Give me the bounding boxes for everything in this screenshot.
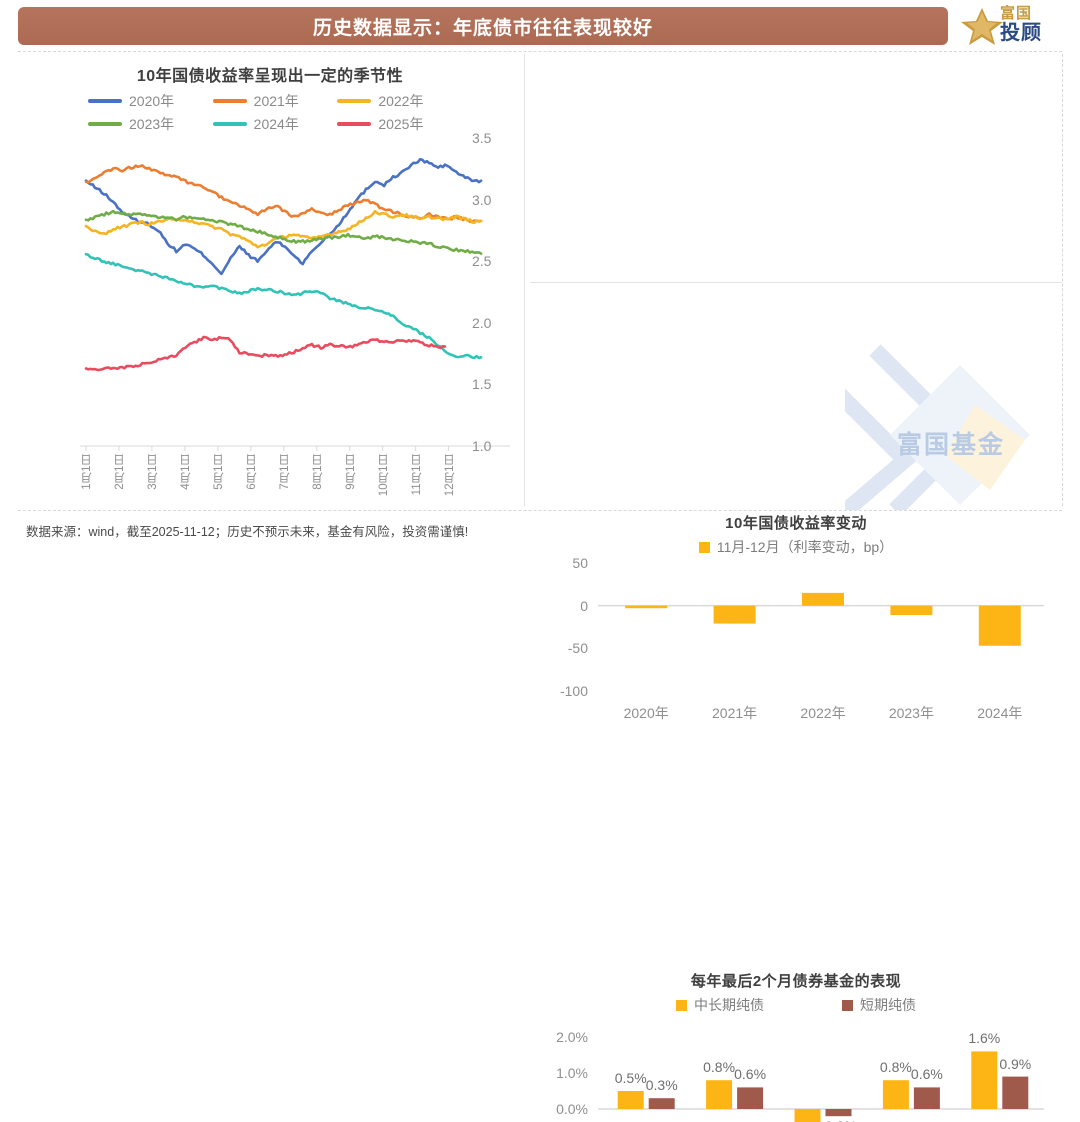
- right-dashed-divider: [1062, 54, 1063, 506]
- bond-fund-value-label: 0.3%: [645, 1077, 678, 1094]
- legend-item-short-bond[interactable]: 短期纯债: [842, 995, 916, 1015]
- legend-label: 2025年: [378, 116, 424, 132]
- legend-swatch: [212, 122, 247, 126]
- yield-change-y-tick: 0: [580, 597, 588, 614]
- legend-label: 2021年: [253, 93, 299, 109]
- legend-swatch: [842, 999, 853, 1011]
- legend-item-2021[interactable]: 2021年: [212, 91, 338, 111]
- header-banner: 历史数据显示：年底债市往往表现较好: [18, 7, 948, 45]
- bond-fund-value-label: 0.5%: [614, 1070, 647, 1086]
- yield-change-x-tick: 2024年: [977, 705, 1023, 721]
- line-chart-x-tick: 11月1日: [410, 454, 423, 496]
- line-chart-y-tick: 3.0: [472, 191, 492, 208]
- bond-fund-value-label: 0.8%: [879, 1059, 912, 1076]
- legend-line-chart: 2020年 2021年 2022年 2023年 2024年 2025年: [18, 86, 522, 134]
- legend-label: 短期纯债: [860, 997, 916, 1013]
- header-divider: [18, 51, 1062, 52]
- bond-fund-value-label: 0.9%: [999, 1055, 1032, 1072]
- brand-logo: 富国 投顾: [960, 3, 1072, 49]
- bond-fund-y-tick: 1.0%: [556, 1065, 588, 1081]
- bond-fund-value-label: 0.8%: [703, 1059, 736, 1076]
- line-chart-y-tick: 1.0: [472, 438, 492, 454]
- bond-fund-value-label: 1.6%: [968, 1030, 1001, 1047]
- line-chart-x-tick: 10月1日: [377, 454, 390, 497]
- logo-top-text: 富国: [1000, 5, 1033, 22]
- watermark-text: 富国基金: [897, 431, 1006, 459]
- chart-title-yield-change: 10年国债收益率变动: [725, 515, 867, 532]
- bond-fund-y-tick: 0.0%: [556, 1101, 588, 1117]
- line-chart-plot: [80, 157, 510, 451]
- panel-yield-seasonality: 10年国债收益率呈现出一定的季节性 2020年 2021年 2022年 2023…: [18, 54, 522, 506]
- bond-fund-plot-area: 2.0%1.0%0.0%-1.0%0.5%0.3%2020年0.8%0.6%20…: [530, 1015, 1062, 1122]
- line-chart-x-tick: 1月1日: [81, 454, 93, 490]
- legend-item-2024[interactable]: 2024年: [212, 114, 338, 134]
- legend-item-2020[interactable]: 2020年: [88, 91, 213, 111]
- yield-change-x-tick: 2023年: [888, 705, 934, 721]
- legend-label: 2024年: [253, 116, 299, 132]
- legend-yield-change: 11月-12月（利率变动，bp）: [530, 537, 1062, 557]
- line-chart-x-tick: 6月1日: [245, 454, 258, 490]
- legend-swatch: [337, 99, 372, 103]
- line-chart-x-tick: 2月1日: [113, 454, 126, 490]
- panel-bond-fund-performance: 每年最后2个月债券基金的表现 中长期纯债 短期纯债 2.0%1.0%0.0%-1…: [530, 964, 1062, 1122]
- line-chart-y-tick: 2.5: [472, 253, 492, 270]
- line-chart: 1.0 1.5 2.0 2.5 3.0 3.5 1月1日 2月1日 3月1日 4月1日 5月1日 6…: [18, 130, 522, 524]
- watermark: 富国基金: [809, 330, 1075, 527]
- legend-swatch: [88, 122, 122, 126]
- legend-label: 2023年: [129, 116, 175, 132]
- yield-change-y-tick: -100: [559, 683, 588, 699]
- line-chart-x-tick: 12月1日: [443, 454, 456, 497]
- bond-fund-value-label: -0.2%: [820, 1118, 857, 1122]
- line-chart-y-tick: 3.5: [472, 130, 492, 146]
- watermark-shape: [809, 344, 1030, 527]
- yield-change-plot-area: 50 0 -50 -100 2020年 2021年 2022年 2023年 2024年: [530, 555, 1062, 727]
- chart-title-bond-fund: 每年最后2个月债券基金的表现: [690, 973, 902, 990]
- legend-swatch: [212, 99, 247, 103]
- legend-label: 11月-12月（利率变动，bp）: [716, 539, 894, 555]
- line-chart-x-tick: 8月1日: [311, 454, 324, 490]
- panel-yield-change: 10年国债收益率变动 11月-12月（利率变动，bp） 50 0 -50 -100 20…: [530, 506, 1062, 732]
- horizontal-divider: [530, 282, 1062, 283]
- line-chart-x-tick: 4月1日: [179, 454, 192, 490]
- legend-label: 2020年: [129, 93, 175, 109]
- legend-swatch: [676, 999, 687, 1011]
- bond-fund-y-tick: 2.0%: [556, 1029, 588, 1045]
- logo-bottom-text: 投顾: [1000, 22, 1042, 44]
- page-header: 历史数据显示：年底债市往往表现较好 富国 投顾: [0, 0, 1080, 52]
- line-chart-y-tick: 1.5: [472, 376, 492, 393]
- bond-fund-value-label: 0.6%: [910, 1066, 943, 1083]
- legend-swatch: [88, 99, 122, 103]
- chart-title-line: 10年国债收益率呈现出一定的季节性: [136, 68, 404, 85]
- star-icon: [961, 8, 1003, 45]
- line-chart-x-tick: 7月1日: [278, 454, 291, 490]
- legend-item-medium-long-bond[interactable]: 中长期纯债: [676, 995, 764, 1015]
- yield-change-x-tick: 2021年: [712, 705, 758, 721]
- yield-change-x-tick: 2022年: [800, 705, 846, 721]
- yield-change-bars: [598, 592, 1044, 646]
- yield-change-y-tick: 50: [572, 555, 588, 571]
- line-chart-x-tick: 9月1日: [344, 454, 357, 490]
- footer-note: 数据来源：wind，截至2025-11-12；历史不预示未来，基金有风险，投资需…: [26, 525, 469, 539]
- yield-change-y-tick: -50: [567, 640, 588, 657]
- yield-change-x-tick: 2020年: [623, 705, 669, 721]
- legend-item-rate-change[interactable]: 11月-12月（利率变动，bp）: [698, 537, 894, 557]
- line-chart-x-tick: 3月1日: [146, 454, 159, 490]
- legend-swatch: [698, 541, 710, 553]
- page-title: 历史数据显示：年底债市往往表现较好: [312, 17, 653, 39]
- legend-label: 中长期纯债: [694, 997, 764, 1013]
- footer-divider: [18, 510, 1062, 511]
- legend-item-2023[interactable]: 2023年: [88, 114, 213, 134]
- line-chart-x-tick: 5月1日: [212, 454, 225, 490]
- legend-bond-fund: 中长期纯债 短期纯债: [530, 995, 1062, 1015]
- legend-label: 2022年: [378, 93, 424, 109]
- legend-swatch: [337, 122, 372, 126]
- logo-wordmark: 富国 投顾: [1000, 5, 1042, 44]
- bond-fund-value-label: 0.6%: [734, 1066, 767, 1083]
- line-chart-y-tick: 2.0: [472, 314, 492, 331]
- legend-item-2025[interactable]: 2025年: [337, 114, 462, 134]
- legend-item-2022[interactable]: 2022年: [337, 91, 462, 111]
- vertical-divider: [524, 54, 525, 506]
